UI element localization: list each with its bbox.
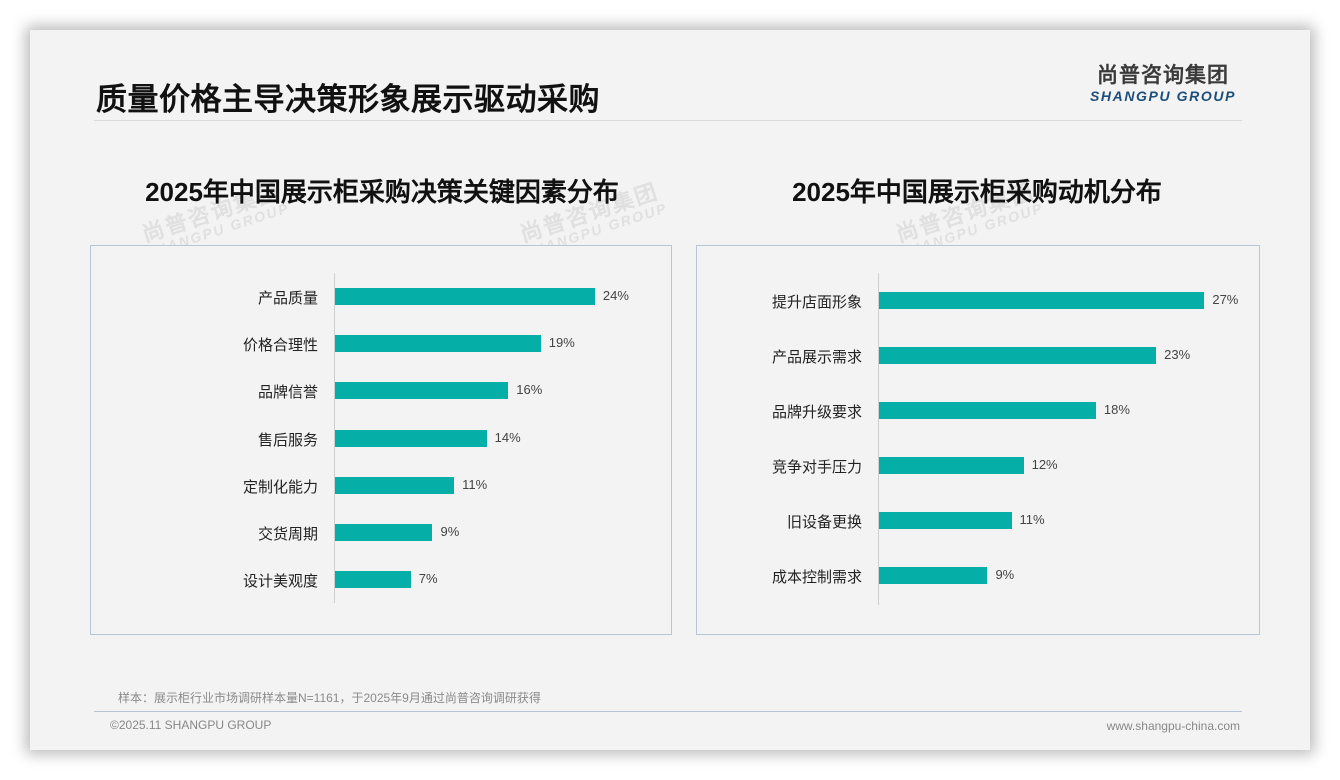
- bar-value-label: 14%: [494, 429, 521, 445]
- chart-panel-purchase-motives: 提升店面形象 27% 产品展示需求 23% 品牌升级要求 18% 竞争对手压力 12% 旧设备更…: [696, 245, 1260, 635]
- bar-row: 定制化能力 11%: [91, 476, 671, 496]
- bar-value-label: 7%: [418, 571, 438, 587]
- bar: [335, 335, 541, 353]
- bar-value-label: 18%: [1103, 402, 1130, 417]
- copyright-text: ©2025.11 SHANGPU GROUP: [110, 718, 272, 732]
- sample-note: 样本：展示柜行业市场调研样本量N=1161，于2025年9月通过尚普咨询调研获得: [118, 691, 541, 705]
- bar-value-label: 9%: [995, 567, 1015, 582]
- bar-row: 品牌信誉 16%: [91, 382, 671, 402]
- bar: [335, 288, 595, 305]
- bar-category-label: 品牌升级要求: [771, 404, 862, 421]
- bar-value-label: 19%: [548, 335, 575, 351]
- bar-category-label: 成本控制需求: [771, 569, 862, 586]
- bar-category-label: 产品质量: [257, 290, 318, 307]
- bar-value-label: 11%: [1019, 512, 1045, 527]
- bar: [879, 567, 988, 584]
- bar-value-label: 9%: [440, 524, 460, 539]
- bar-category-label: 交货周期: [257, 526, 318, 543]
- logo-en-text: SHANGPU GROUP: [1089, 88, 1237, 104]
- bar: [879, 512, 1012, 529]
- bar-row: 售后服务 14%: [91, 429, 671, 449]
- bar-row: 价格合理性 19%: [91, 335, 671, 355]
- chart-title-purchase-motives: 2025年中国展示柜采购动机分布: [792, 177, 1162, 207]
- bar-row: 旧设备更换 11%: [697, 512, 1259, 531]
- bar: [879, 457, 1024, 474]
- bar-category-label: 设计美观度: [242, 573, 318, 591]
- bar-value-label: 24%: [602, 288, 629, 303]
- footer-divider: [94, 711, 1242, 712]
- bar: [879, 402, 1096, 419]
- bar-value-label: 27%: [1212, 292, 1239, 307]
- chart-panel-decision-factors: 产品质量 24% 价格合理性 19% 品牌信誉 16% 售后服务 14% 定制化能力 11% 交货周…: [90, 245, 672, 635]
- bar-row: 品牌升级要求 18%: [697, 402, 1259, 421]
- bar-row: 提升店面形象 27%: [697, 292, 1259, 311]
- website-link[interactable]: www.shangpu-china.com: [1106, 719, 1240, 733]
- bar-category-label: 售后服务: [257, 431, 318, 449]
- bar-category-label: 提升店面形象: [771, 294, 862, 311]
- bar-category-label: 竞争对手压力: [771, 459, 862, 476]
- bar-category-label: 价格合理性: [242, 337, 318, 355]
- header-divider: [94, 120, 1242, 121]
- bar-category-label: 品牌信誉: [257, 384, 318, 402]
- bar: [879, 347, 1157, 364]
- bar-value-label: 16%: [516, 382, 543, 398]
- bar: [879, 292, 1205, 309]
- chart-title-decision-factors: 2025年中国展示柜采购决策关键因素分布: [145, 177, 619, 207]
- logo-cn-text: 尚普咨询集团: [1097, 64, 1229, 87]
- bar-row: 产品展示需求 23%: [697, 347, 1259, 366]
- bar: [335, 429, 487, 447]
- company-logo: 尚普咨询集团 SHANGPU GROUP: [1088, 64, 1238, 104]
- bar-row: 成本控制需求 9%: [697, 567, 1259, 586]
- bar: [335, 382, 509, 400]
- bar-value-label: 23%: [1164, 347, 1191, 362]
- bar: [335, 571, 411, 589]
- bar: [335, 476, 455, 494]
- bar-value-label: 12%: [1031, 457, 1058, 472]
- bar-row: 设计美观度 7%: [91, 571, 671, 591]
- bar-value-label: 11%: [462, 476, 488, 492]
- bar-row: 交货周期 9%: [91, 524, 671, 543]
- y-axis-line: [878, 273, 879, 605]
- bar-category-label: 定制化能力: [242, 478, 318, 496]
- page-title: 质量价格主导决策形象展示驱动采购: [96, 82, 600, 117]
- bar: [335, 524, 433, 541]
- bar-row: 产品质量 24%: [91, 288, 671, 307]
- bar-category-label: 产品展示需求: [771, 349, 862, 366]
- slide: 质量价格主导决策形象展示驱动采购 尚普咨询集团 SHANGPU GROUP 尚普…: [30, 30, 1310, 750]
- bar-row: 竞争对手压力 12%: [697, 457, 1259, 476]
- bar-category-label: 旧设备更换: [786, 514, 862, 531]
- y-axis-line: [334, 273, 335, 603]
